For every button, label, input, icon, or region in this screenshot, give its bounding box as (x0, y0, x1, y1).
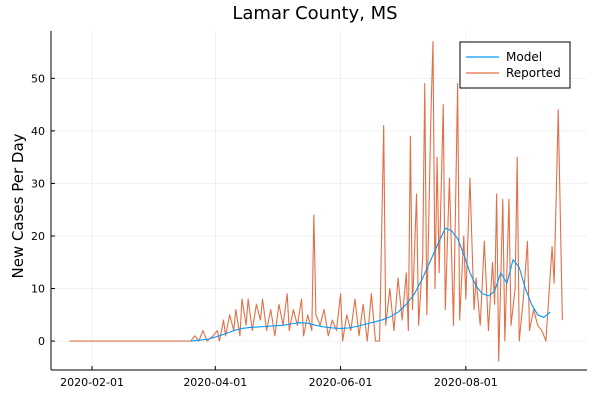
x-ticks: 2020-02-01 2020-04-01 2020-06-01 2020-08-01 (60, 366, 498, 389)
axes (50, 31, 587, 371)
x-tick-label: 2020-06-01 (309, 376, 373, 389)
legend-label-model: Model (506, 50, 542, 64)
y-tick-label: 40 (31, 125, 45, 138)
y-tick-label: 0 (38, 335, 45, 348)
x-tick-label: 2020-02-01 (60, 376, 124, 389)
y-tick-label: 20 (31, 230, 45, 243)
y-tick-label: 10 (31, 283, 45, 296)
y-tick-label: 30 (31, 177, 45, 190)
y-ticks: 0 10 20 30 40 50 (31, 72, 55, 348)
chart-title: Lamar County, MS (232, 3, 397, 24)
series (69, 40, 563, 362)
legend-label-reported: Reported (506, 66, 561, 80)
series-line-model (190, 227, 551, 342)
x-tick-label: 2020-04-01 (183, 376, 247, 389)
legend: Model Reported (459, 41, 571, 89)
x-tick-label: 2020-08-01 (434, 376, 498, 389)
y-tick-label: 50 (31, 72, 45, 85)
y-axis-label: New Cases Per Day (9, 133, 27, 278)
series-line-reported (69, 40, 563, 362)
legend-box (459, 41, 571, 89)
